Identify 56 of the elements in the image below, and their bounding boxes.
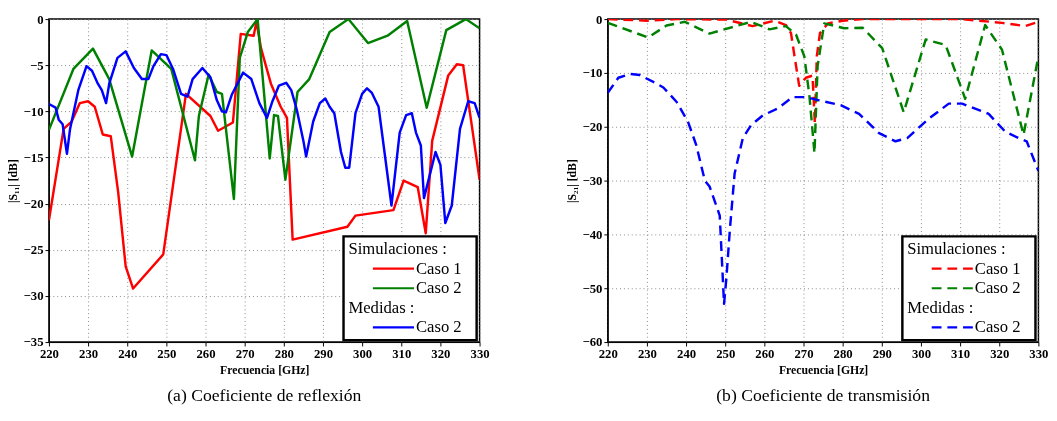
annotation: Medidas :: [907, 297, 974, 317]
x-tick-label: 220: [39, 347, 59, 362]
y-axis-title: |S₂₁| [dB]: [565, 159, 579, 203]
legend-title: Simulaciones :: [907, 238, 1006, 258]
y-tick-label: −60: [582, 335, 603, 350]
text: (b) Coeficiente de transmisión: [716, 384, 931, 405]
y-tick-label: −10: [582, 66, 603, 81]
y-tick-label: −35: [23, 335, 44, 350]
legend-label: Caso 2: [415, 278, 462, 298]
x-tick-label: 250: [716, 347, 736, 362]
legend-label: Caso 1: [974, 258, 1021, 278]
text: (a) Coeficiente de reflexión: [167, 384, 362, 405]
y-tick-label: −25: [23, 243, 44, 258]
x-tick-label: 260: [196, 347, 216, 362]
annotation: Medidas :: [348, 297, 415, 317]
line-series: [48, 50, 480, 225]
legend-label: Caso 2: [415, 317, 462, 337]
x-tick-label: 320: [990, 347, 1010, 362]
x-tick-label: 260: [755, 347, 775, 362]
x-tick-label: 320: [431, 347, 451, 362]
x-tick-label: 330: [1029, 347, 1049, 362]
x-tick-label: 300: [353, 347, 373, 362]
y-tick-label: −30: [23, 289, 44, 304]
x-axis-title: Frecuencia [GHz]: [220, 363, 310, 377]
x-tick-label: 240: [677, 347, 697, 362]
x-tick-label: 290: [313, 347, 333, 362]
x-axis-title: Frecuencia [GHz]: [778, 363, 869, 377]
x-tick-label: 280: [833, 347, 853, 362]
y-tick-label: −40: [582, 227, 603, 242]
legend-label: Caso 1: [415, 258, 462, 278]
y-tick-label: −15: [23, 150, 44, 165]
y-tick-label: 0: [596, 12, 603, 27]
y-tick-label: 0: [37, 12, 44, 27]
y-tick-label: −50: [582, 281, 603, 296]
x-tick-label: 230: [637, 347, 657, 362]
x-tick-label: 280: [274, 347, 294, 362]
y-tick-label: −20: [23, 197, 44, 212]
y-tick-label: −5: [29, 58, 44, 73]
y-tick-label: −30: [582, 173, 603, 188]
x-tick-label: 310: [392, 347, 412, 362]
legend-title: Simulaciones :: [348, 238, 447, 258]
x-tick-label: 300: [911, 347, 931, 362]
x-tick-label: 270: [794, 347, 814, 362]
x-tick-label: 230: [79, 347, 99, 362]
x-tick-label: 270: [235, 347, 255, 362]
x-tick-label: 290: [872, 347, 892, 362]
legend-label: Caso 2: [974, 278, 1021, 298]
x-tick-label: 240: [118, 347, 138, 362]
x-tick-label: 250: [157, 347, 177, 362]
y-tick-label: −10: [23, 104, 44, 119]
x-tick-label: 330: [470, 347, 490, 362]
y-axis-title: |S₁₁| [dB]: [6, 159, 20, 203]
x-tick-label: 310: [951, 347, 971, 362]
y-tick-label: −20: [582, 120, 603, 135]
x-tick-label: 220: [598, 347, 618, 362]
legend-label: Caso 2: [974, 317, 1021, 337]
